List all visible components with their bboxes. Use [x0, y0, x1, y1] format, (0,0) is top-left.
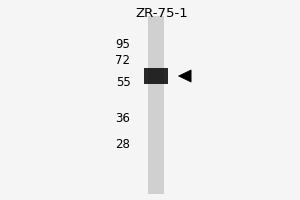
- Text: 72: 72: [116, 54, 130, 68]
- Text: 28: 28: [116, 138, 130, 150]
- Text: 36: 36: [116, 112, 130, 126]
- Polygon shape: [178, 70, 191, 82]
- Bar: [148, 16, 164, 194]
- Text: ZR-75-1: ZR-75-1: [136, 7, 188, 20]
- Text: 95: 95: [116, 38, 130, 50]
- Text: 55: 55: [116, 76, 130, 90]
- Bar: [144, 68, 168, 84]
